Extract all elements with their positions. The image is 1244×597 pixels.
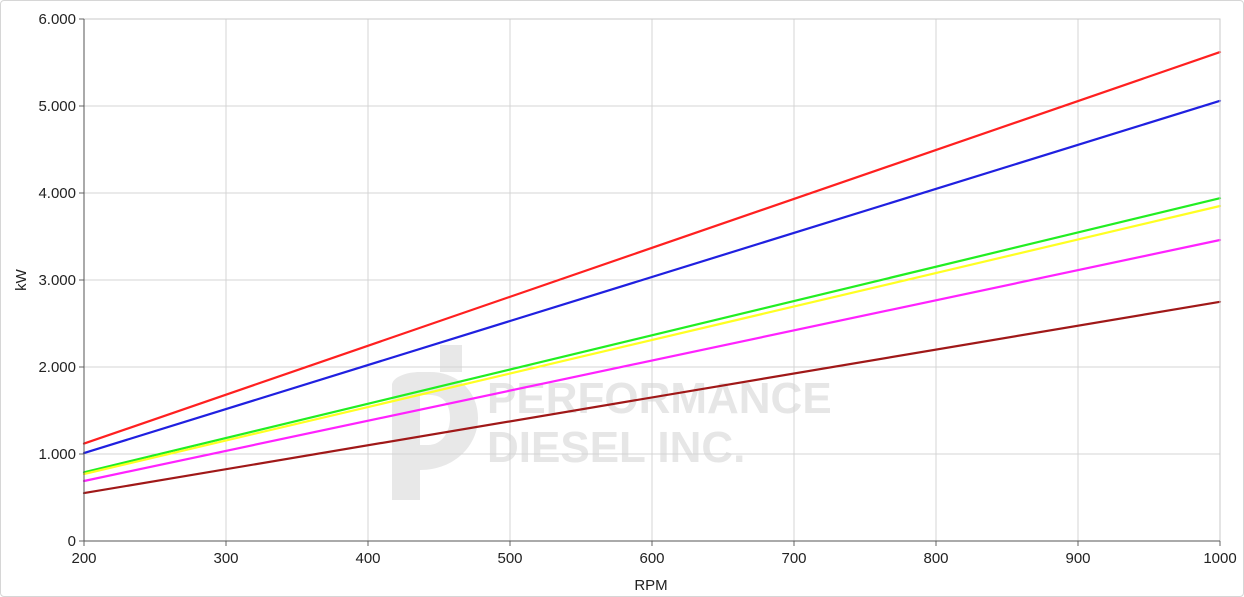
y-tick-label: 3.000: [38, 272, 76, 289]
series-layer: [82, 50, 1222, 495]
series-line-5: [82, 238, 1222, 483]
axes: [79, 18, 1221, 546]
x-axis-title: RPM: [634, 577, 667, 594]
series-line-3: [82, 197, 1222, 474]
y-axis-title: kW: [13, 268, 30, 291]
series-line-4: [82, 204, 1222, 476]
x-tick-label: 200: [71, 550, 96, 567]
grid-lines: [83, 18, 1221, 542]
x-tick-label: 800: [923, 550, 948, 567]
x-tick-label: 300: [213, 550, 238, 567]
x-tick-label: 900: [1065, 550, 1090, 567]
x-tick-label: 600: [639, 550, 664, 567]
series-line-2: [82, 99, 1222, 455]
watermark-p-glyph: [392, 345, 478, 500]
y-tick-label: 4.000: [38, 185, 76, 202]
x-tick-label: 400: [355, 550, 380, 567]
x-tick-label: 700: [781, 550, 806, 567]
y-tick-label: 5.000: [38, 98, 76, 115]
y-tick-label: 2.000: [38, 359, 76, 376]
series-line-1: [82, 50, 1222, 445]
x-tick-labels: 200 300 400 500 600 700 800 900 1000: [71, 550, 1236, 567]
y-tick-labels: 0 1.000 2.000 3.000 4.000 5.000 6.000: [38, 11, 76, 550]
series-line-6: [82, 300, 1222, 495]
x-tick-label: 500: [497, 550, 522, 567]
y-tick-label: 0: [68, 533, 76, 550]
watermark-line2: DIESEL INC.: [487, 423, 745, 472]
y-tick-label: 6.000: [38, 11, 76, 28]
y-tick-label: 1.000: [38, 446, 76, 463]
x-tick-label: 1000: [1203, 550, 1236, 567]
